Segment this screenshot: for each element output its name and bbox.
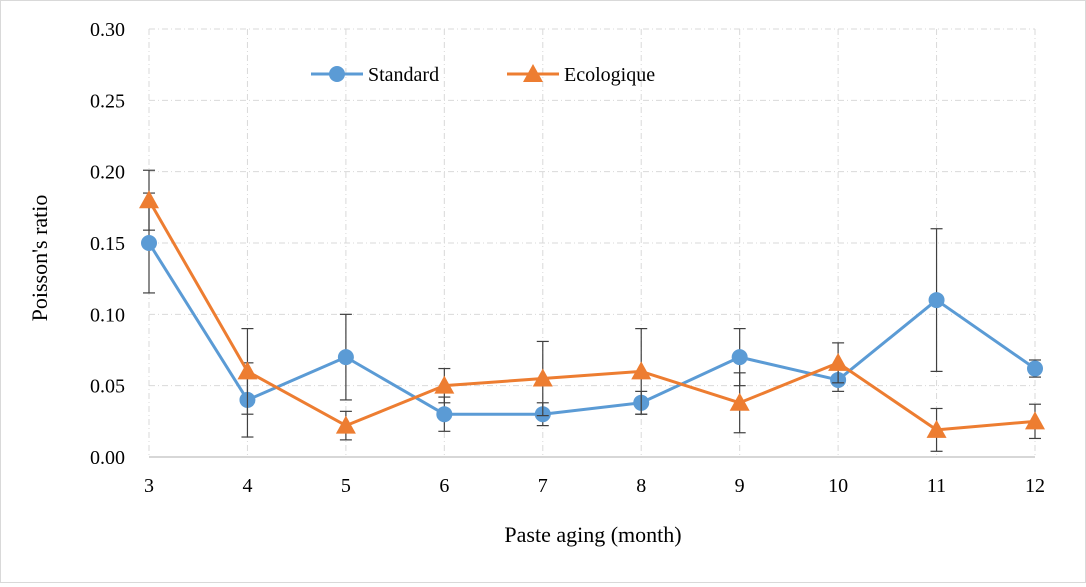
x-tick-label: 7: [538, 475, 548, 497]
axes: 0.00 0.05 0.10 0.15 0.20 0.25 0.30 3 4 5 6 7 8 9 10 11 1…: [90, 19, 1045, 497]
data-point: [434, 375, 455, 394]
x-axis-title: Paste aging (month): [504, 522, 681, 547]
y-tick-label: 0.25: [90, 90, 125, 112]
data-point: [532, 368, 553, 387]
series-standard: [141, 192, 1043, 438]
y-tick-label: 0.05: [90, 376, 125, 398]
data-point: [631, 361, 652, 380]
x-tick-label: 5: [341, 475, 351, 497]
data-point: [139, 190, 159, 209]
legend-item-ecologique: Ecologique: [507, 64, 655, 86]
y-tick-label: 0.15: [90, 233, 125, 255]
x-tick-label: 8: [636, 475, 646, 497]
x-tick-label: 10: [828, 475, 848, 497]
data-point: [337, 349, 354, 366]
x-tick-label: 12: [1025, 475, 1045, 497]
x-tick-label: 11: [927, 475, 946, 497]
data-point: [729, 392, 750, 411]
x-tick-label: 4: [242, 475, 252, 497]
x-tick-label: 3: [144, 475, 154, 497]
data-point: [335, 415, 356, 434]
legend-swatch-marker: [523, 64, 543, 82]
y-tick-label: 0.30: [90, 19, 125, 41]
y-tick-label: 0.00: [90, 447, 125, 469]
series: [139, 169, 1045, 452]
y-tick-label: 0.10: [90, 304, 125, 326]
x-tick-label: 9: [735, 475, 745, 497]
y-axis-title: Poisson's ratio: [27, 195, 52, 322]
data-point: [731, 349, 748, 366]
data-point: [436, 406, 453, 423]
legend-label: Ecologique: [564, 64, 655, 86]
data-point: [928, 292, 945, 309]
data-point: [926, 419, 947, 438]
legend-item-standard: Standard: [311, 64, 439, 86]
data-point: [1025, 411, 1045, 430]
data-point: [141, 235, 157, 251]
data-point: [1027, 360, 1043, 377]
data-point: [237, 361, 258, 380]
legend: Standard Ecologique: [311, 64, 655, 86]
legend-swatch-marker: [329, 66, 345, 82]
series-ecologique: [139, 169, 1045, 452]
data-point: [828, 352, 849, 371]
y-tick-label: 0.20: [90, 162, 125, 184]
grid: [148, 28, 1036, 457]
series-line: [147, 199, 1036, 432]
series-line: [147, 242, 1036, 416]
legend-label: Standard: [368, 64, 439, 86]
x-tick-label: 6: [439, 475, 449, 497]
